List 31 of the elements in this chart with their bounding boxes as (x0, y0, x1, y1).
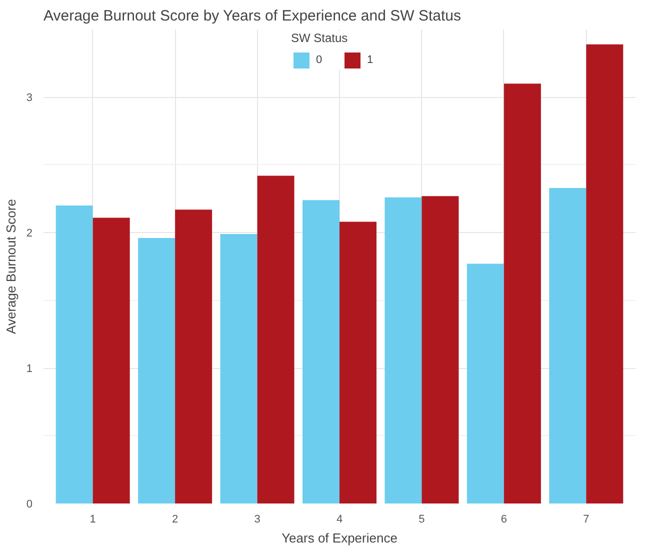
bar (92, 218, 130, 504)
y-tick-label: 0 (26, 498, 33, 510)
bar (302, 200, 340, 504)
bar (586, 44, 624, 504)
x-tick-label: 6 (500, 514, 508, 526)
bar (257, 176, 294, 504)
bar (466, 264, 504, 504)
y-tick-label: 1 (26, 363, 33, 376)
x-tick-label: 4 (336, 514, 343, 526)
x-tick-label: 1 (90, 514, 96, 526)
x-tick-label: 7 (583, 514, 590, 526)
bar (220, 234, 258, 504)
legend-label: 0 (316, 54, 324, 66)
x-axis-title: Years of Experience (282, 530, 398, 546)
x-tick-label: 3 (254, 514, 260, 526)
bar (138, 238, 176, 504)
bar (384, 197, 422, 504)
bar (56, 206, 93, 504)
bar (422, 196, 459, 504)
x-tick-label: 2 (172, 514, 178, 526)
bar (340, 222, 376, 504)
y-tick-label: 2 (26, 228, 33, 240)
legend-label: 1 (367, 54, 374, 66)
bar (504, 84, 541, 504)
chart-title: Average Burnout Score by Years of Experience and SW Status (44, 8, 461, 24)
y-tick-label: 3 (26, 92, 33, 104)
x-tick-label: 5 (418, 514, 425, 526)
y-axis-title: Average Burnout Score (3, 199, 18, 334)
bar (175, 210, 212, 504)
bar (549, 188, 586, 504)
legend-title: SW Status (291, 31, 349, 45)
